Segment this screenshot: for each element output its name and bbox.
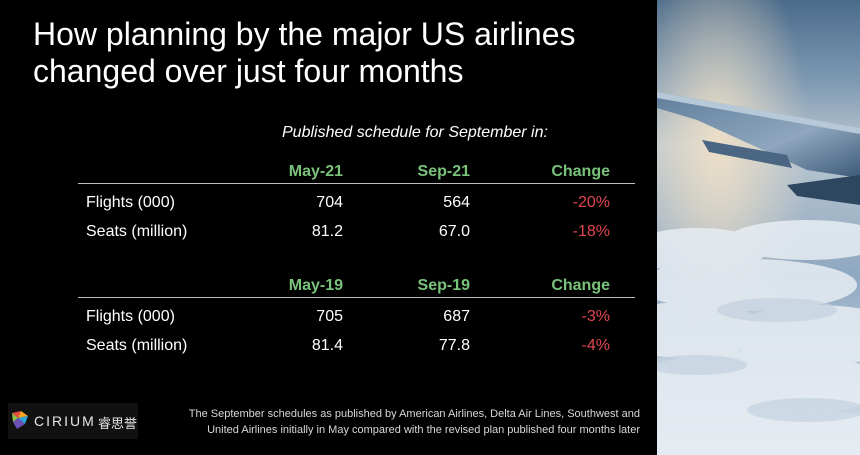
footnote-line: United Airlines initially in May compare…	[207, 424, 640, 436]
table-header: May-19 Sep-19 Change	[78, 274, 635, 298]
slide: How planning by the major US airlines ch…	[8, 16, 640, 439]
airplane-wing-photo	[657, 0, 860, 455]
table-cell: 687	[443, 308, 470, 325]
row-label: Flights (000)	[86, 194, 175, 211]
column-header: May-19	[288, 277, 343, 294]
cirium-logo: CIRIUM 睿思誉	[8, 403, 138, 439]
column-header: Change	[551, 277, 610, 294]
row-label: Flights (000)	[86, 308, 175, 325]
row-label: Seats (million)	[86, 337, 188, 354]
table-row: Seats (million) 81.4 77.8 -4%	[78, 332, 635, 361]
table-cell: 77.8	[438, 337, 470, 354]
change-cell: -18%	[572, 223, 610, 240]
change-cell: -4%	[581, 337, 610, 354]
schedule-table-2019: May-19 Sep-19 Change Flights (000) 705 6…	[78, 274, 635, 361]
column-header: Sep-19	[417, 277, 470, 294]
footnote: The September schedules as published by …	[140, 406, 640, 438]
change-cell: -3%	[581, 308, 610, 325]
cirium-logo-icon	[12, 411, 28, 429]
table-cell: 704	[316, 194, 343, 211]
table-subtitle: Published schedule for September in:	[282, 124, 548, 141]
table-cell: 67.0	[438, 223, 470, 240]
footnote-line: The September schedules as published by …	[188, 408, 640, 420]
row-label: Seats (million)	[86, 223, 188, 240]
slide-title: How planning by the major US airlines ch…	[33, 16, 576, 89]
table-row: Flights (000) 705 687 -3%	[78, 303, 635, 332]
table-cell: 81.2	[311, 223, 343, 240]
column-header: May-21	[288, 163, 343, 180]
table-cell: 705	[316, 308, 343, 325]
column-header: Change	[551, 163, 610, 180]
logo-chinese-text: 睿思誉	[98, 416, 138, 431]
table-row: Flights (000) 704 564 -20%	[78, 189, 635, 218]
table-cell: 564	[443, 194, 470, 211]
schedule-table-2021: May-21 Sep-21 Change Flights (000) 704 5…	[78, 160, 635, 247]
logo-text: CIRIUM	[34, 413, 96, 429]
table-row: Seats (million) 81.2 67.0 -18%	[78, 218, 635, 247]
column-header: Sep-21	[417, 163, 470, 180]
airplane-wing-over-clouds-icon	[657, 0, 860, 455]
change-cell: -20%	[572, 194, 610, 211]
table-header: May-21 Sep-21 Change	[78, 160, 635, 184]
table-cell: 81.4	[311, 337, 343, 354]
